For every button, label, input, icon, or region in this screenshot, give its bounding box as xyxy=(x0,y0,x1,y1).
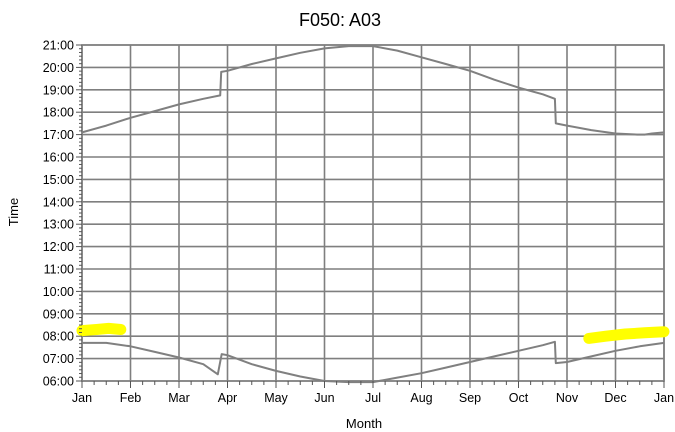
highlights xyxy=(76,322,670,344)
y-tick-label: 12:00 xyxy=(43,240,74,254)
grid xyxy=(81,44,665,382)
x-tick-label: Feb xyxy=(120,391,142,405)
y-tick-label: 11:00 xyxy=(44,263,74,277)
y-tick-label: 21:00 xyxy=(43,39,74,53)
x-tick-label: Jun xyxy=(314,391,334,405)
x-tick-label: Oct xyxy=(509,391,529,405)
y-tick-label: 09:00 xyxy=(43,307,74,321)
y-tick-label: 17:00 xyxy=(43,128,74,142)
x-axis-label: Month xyxy=(346,416,382,431)
y-tick-label: 15:00 xyxy=(43,173,74,187)
x-tick-label: Jan xyxy=(72,391,92,405)
y-tick-label: 13:00 xyxy=(43,218,74,232)
x-tick-label: Sep xyxy=(459,391,481,405)
x-tick-label: Nov xyxy=(556,391,579,405)
y-tick-label: 08:00 xyxy=(43,330,74,344)
x-tick-label: Dec xyxy=(604,391,626,405)
y-tick-label: 19:00 xyxy=(43,83,74,97)
y-tick-label: 18:00 xyxy=(43,106,74,120)
x-tick-label: Aug xyxy=(410,391,432,405)
y-tick-label: 07:00 xyxy=(43,352,74,366)
x-tick-label: Mar xyxy=(168,391,190,405)
y-tick-label: 06:00 xyxy=(43,375,74,389)
y-tick-label: 14:00 xyxy=(43,195,74,209)
x-tick-label: Jul xyxy=(365,391,381,405)
series-line-1 xyxy=(81,45,665,136)
highlight-mark xyxy=(583,326,670,344)
ticks xyxy=(76,44,665,388)
y-tick-labels: 06:00 07:00 08:00 09:00 10:00 11:00 12:00 13:00… xyxy=(43,39,74,389)
y-tick-label: 10:00 xyxy=(43,285,74,299)
x-tick-labels: Jan Feb Mar Apr May Jun Jul Aug Sep Oct Nov Dec Jan xyxy=(72,391,674,405)
x-tick-label: Jan xyxy=(654,391,674,405)
y-tick-label: 16:00 xyxy=(43,151,74,165)
highlight-mark xyxy=(76,322,127,337)
y-tick-label: 20:00 xyxy=(43,61,74,75)
x-tick-label: Apr xyxy=(218,391,237,405)
y-axis-label: Time xyxy=(6,198,21,226)
chart-title: F050: A03 xyxy=(299,10,381,30)
x-tick-label: May xyxy=(264,391,288,405)
